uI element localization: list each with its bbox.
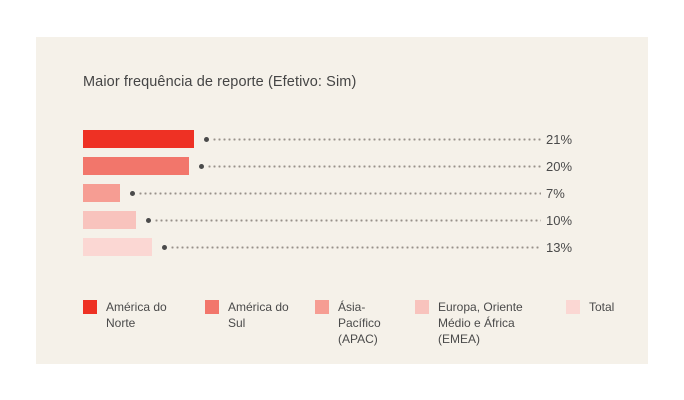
legend-swatch [205,300,219,314]
leader-dotted-line [207,164,541,168]
chart-legend: América do Norte América do Sul Ásia-Pacíf… [83,299,648,348]
leader-dot-icon [204,136,210,142]
legend-swatch [315,300,329,314]
legend-item: Europa, Oriente Médio e África (EMEA) [415,299,566,348]
leader [146,217,541,223]
bar-value-label: 20% [546,158,573,174]
legend-label: América do Sul [228,300,289,331]
leader-dot-icon [146,217,151,223]
leader-dotted-line [212,137,541,141]
legend-swatch [83,300,97,314]
bar-row: 7% [83,184,586,202]
leader [130,190,541,196]
legend-label: Europa, Oriente Médio e África (EMEA) [438,300,523,347]
bar-segment [83,184,121,202]
bar-segment [83,211,136,229]
legend-label: América do Norte [106,300,167,331]
legend-swatch [415,300,429,314]
legend-item: Ásia-Pacífico (APAC) [315,299,415,348]
leader-dotted-line [169,245,541,249]
legend-item: Total [566,299,622,315]
chart-panel: Maior frequência de reporte (Efetivo: Si… [36,37,648,364]
leader-dot-icon [161,244,167,250]
bar-row: 21% [83,130,586,148]
bar-segment [83,130,195,148]
bar-value-label: 21% [546,131,573,147]
legend-swatch [566,300,580,314]
legend-label: Ásia-Pacífico (APAC) [338,300,381,347]
leader-dotted-line [138,191,541,195]
leader [161,244,541,250]
leader [199,163,541,169]
leader-dotted-line [154,218,541,222]
legend-label: Total [589,300,615,314]
bar-chart: 21% 20% 7% 10% 13% [83,130,586,256]
legend-item: América do Norte [83,299,205,331]
bar-value-label: 7% [546,185,565,201]
bar-segment [83,238,152,256]
bar-value-label: 10% [546,212,573,228]
chart-title: Maior frequência de reporte (Efetivo: Si… [83,74,357,90]
bar-segment [83,157,189,175]
bar-row: 13% [83,238,586,256]
bar-value-label: 13% [546,239,573,255]
leader [204,136,541,142]
leader-dot-icon [130,190,136,196]
bar-row: 20% [83,157,586,175]
legend-item: América do Sul [205,299,315,331]
bar-row: 10% [83,211,586,229]
leader-dot-icon [199,163,204,169]
